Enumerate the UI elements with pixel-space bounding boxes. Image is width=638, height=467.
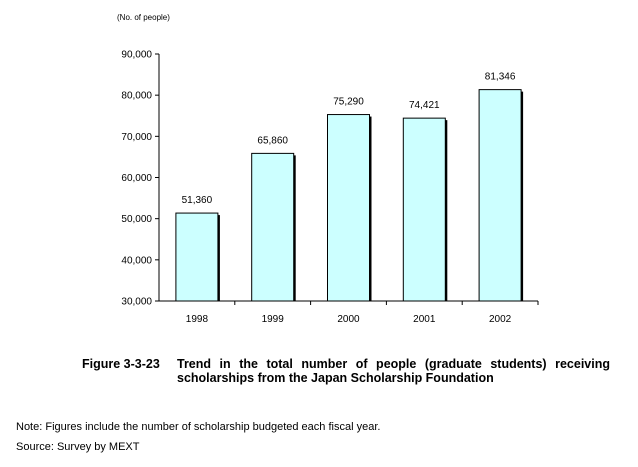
- y-tick-label: 90,000: [121, 50, 152, 61]
- x-tick-label: 2002: [489, 314, 512, 325]
- bar-2001: [402, 117, 446, 302]
- y-tick-label: 30,000: [121, 297, 152, 308]
- figure-title: Trend in the total number of people (gra…: [177, 357, 610, 385]
- bar-2000: [327, 114, 370, 302]
- y-axis: 30,000 40,000 50,000 60,000 70,000 80,000 90,0…: [121, 50, 160, 308]
- data-label: 51,360: [182, 195, 213, 206]
- x-tick-label: 1999: [262, 314, 285, 325]
- y-tick-label: 40,000: [121, 255, 152, 266]
- bar-chart: (No. of people) 30,000 40,000 50,000 60,000…: [117, 13, 539, 325]
- data-label: 75,290: [333, 97, 364, 108]
- y-tick-label: 50,000: [121, 214, 152, 225]
- x-tick-label: 2000: [337, 314, 360, 325]
- data-label: 74,421: [409, 100, 440, 111]
- source-note: Source: Survey by MEXT: [16, 441, 140, 453]
- bar-2002: [478, 89, 522, 302]
- x-tick-label: 2001: [413, 314, 436, 325]
- data-label: 65,860: [257, 135, 288, 146]
- bars: 51,360 65,860 75,290 74,421 81,346: [175, 72, 524, 302]
- bar-1998: [175, 212, 219, 302]
- y-tick-label: 80,000: [121, 91, 152, 102]
- x-tick-label: 1998: [186, 314, 209, 325]
- data-label: 81,346: [485, 72, 516, 83]
- x-axis: 1998 1999 2000 2001 2002: [159, 300, 539, 325]
- y-tick-label: 70,000: [121, 132, 152, 143]
- footnote: Note: Figures include the number of scho…: [16, 421, 381, 433]
- y-unit-label: (No. of people): [117, 13, 170, 22]
- figure-caption: Figure 3-3-23 Trend in the total number …: [82, 357, 610, 385]
- y-tick-label: 60,000: [121, 173, 152, 184]
- bar-1999: [251, 152, 295, 302]
- figure-number: Figure 3-3-23: [82, 357, 160, 371]
